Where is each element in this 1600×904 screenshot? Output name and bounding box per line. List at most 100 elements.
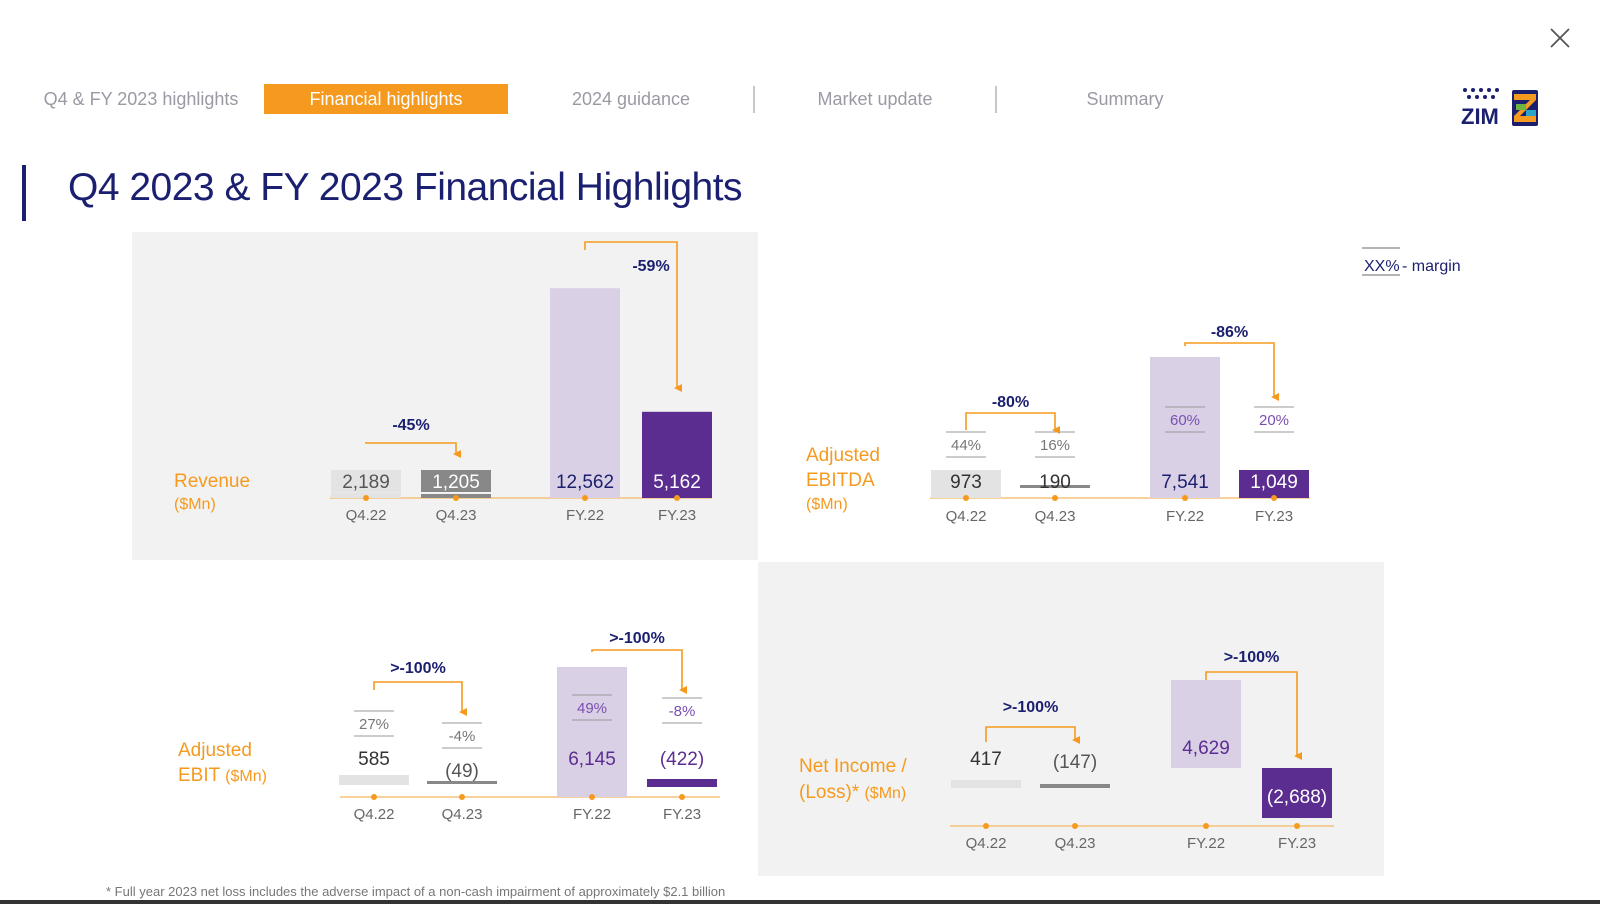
- ebitda-axis-dot: [1271, 495, 1277, 501]
- ebit-bar-FY.23: [647, 779, 717, 787]
- net-income-axis-dot: [1203, 823, 1209, 829]
- net-income-axis-dot: [1294, 823, 1300, 829]
- net-income-axis-dot: [983, 823, 989, 829]
- ebitda-bar-Q4.23: [1020, 485, 1090, 488]
- tab-q4-fy-2023-highlights[interactable]: Q4 & FY 2023 highlights: [43, 89, 239, 109]
- ebit-value-FY.23: (422): [660, 749, 704, 770]
- ebit-axis-dot: [679, 794, 685, 800]
- net-income-bar-Q4.22: [951, 780, 1021, 788]
- ebit-change-arrow: [373, 681, 467, 716]
- revenue-value-Q4.23: 1,205: [432, 472, 480, 493]
- ebitda-tick-Q4.23: Q4.23: [1035, 508, 1076, 525]
- ebitda-value-band: [931, 470, 1001, 492]
- net-income-panel: [758, 562, 1384, 876]
- ebit-change-label: >-100%: [609, 630, 665, 647]
- revenue-title: Revenue: [174, 471, 250, 492]
- revenue-tick-Q4.22: Q4.22: [346, 507, 387, 524]
- zim-logo: ZIM: [1461, 88, 1538, 129]
- revenue-tick-FY.23: FY.23: [658, 507, 696, 524]
- ebitda-margin-Q4.22: 44%: [951, 437, 981, 454]
- net-income-tick-Q4.23: Q4.23: [1055, 835, 1096, 852]
- ebitda-value-band: [1239, 470, 1309, 492]
- close-icon[interactable]: [1548, 26, 1572, 50]
- ebitda-tick-FY.22: FY.22: [1166, 508, 1204, 525]
- ebitda-margin-FY.22: 60%: [1170, 412, 1200, 429]
- ebit-value-Q4.23: (49): [445, 761, 479, 782]
- ebit-axis-dot: [589, 794, 595, 800]
- net-income-value-Q4.23: (147): [1053, 752, 1097, 773]
- revenue-panel: [132, 232, 758, 560]
- ebit-title-line2: EBIT ($Mn): [178, 765, 267, 786]
- ebit-margin-Q4.23: -4%: [449, 728, 476, 745]
- ebitda-value-Q4.22: 973: [950, 472, 982, 493]
- ebit-value-FY.22: 6,145: [568, 749, 616, 770]
- page-title: Q4 2023 & FY 2023 Financial Highlights: [68, 166, 743, 209]
- net-income-title-line2: (Loss)* ($Mn): [799, 782, 906, 803]
- ebit-margin-FY.22: 49%: [577, 700, 607, 717]
- ebitda-bar-FY.22: [1150, 356, 1220, 498]
- ebit-tick-FY.23: FY.23: [663, 806, 701, 823]
- title-accent-bar: [22, 165, 26, 221]
- bottom-bar: [0, 900, 1600, 904]
- net-income-change-label: >-100%: [1003, 699, 1059, 716]
- tab-divider: [995, 86, 997, 113]
- ebit-tick-Q4.22: Q4.22: [354, 806, 395, 823]
- ebit-bar-FY.22: [557, 667, 627, 797]
- revenue-tick-FY.22: FY.22: [566, 507, 604, 524]
- ebit-bar-Q4.22: [339, 775, 409, 785]
- ebit-axis-dot: [371, 794, 377, 800]
- ebitda-tick-FY.23: FY.23: [1255, 508, 1293, 525]
- net-income-tick-FY.23: FY.23: [1278, 835, 1316, 852]
- legend-xx: XX%: [1364, 258, 1400, 275]
- net-income-value-FY.23: (2,688): [1267, 787, 1327, 808]
- tab-market-update[interactable]: Market update: [817, 89, 933, 109]
- net-income-bar-Q4.23: [1040, 784, 1110, 788]
- revenue-change-arrow: [365, 442, 461, 458]
- footnote: * Full year 2023 net loss includes the a…: [106, 884, 726, 899]
- ebitda-margin-Q4.23: 16%: [1040, 437, 1070, 454]
- ebitda-axis-dot: [1052, 495, 1058, 501]
- revenue-bar-FY.22: [550, 288, 620, 498]
- tab-summary[interactable]: Summary: [1086, 89, 1164, 109]
- net-income-value-Q4.22: 417: [970, 749, 1002, 770]
- net-income-value-FY.22: 4,629: [1182, 738, 1230, 759]
- net-income-tick-Q4.22: Q4.22: [966, 835, 1007, 852]
- revenue-unit: ($Mn): [174, 496, 216, 513]
- revenue-change-label: -59%: [632, 258, 669, 275]
- ebit-margin-FY.23: -8%: [669, 703, 696, 720]
- tab-divider: [753, 86, 755, 113]
- ebitda-title-line1: Adjusted: [806, 445, 880, 466]
- revenue-change-label: -45%: [392, 417, 429, 434]
- ebit-title-line1: Adjusted: [178, 740, 252, 761]
- ebit-tick-FY.22: FY.22: [573, 806, 611, 823]
- revenue-axis-dot: [363, 495, 369, 501]
- revenue-bar-FY.23: [642, 411, 712, 498]
- ebitda-value-FY.23: 1,049: [1250, 472, 1298, 493]
- tab-financial-highlights[interactable]: Financial highlights: [264, 84, 508, 114]
- net-income-change-label: >-100%: [1224, 649, 1280, 666]
- revenue-value-band: [421, 470, 491, 492]
- net-income-bar-FY.23: [1262, 768, 1332, 818]
- tab-2024-guidance[interactable]: 2024 guidance: [571, 89, 691, 109]
- ebitda-change-label: -86%: [1211, 324, 1248, 341]
- ebitda-tick-Q4.22: Q4.22: [946, 508, 987, 525]
- ebit-axis-dot: [459, 794, 465, 800]
- ebit-margin-Q4.22: 27%: [359, 716, 389, 733]
- revenue-axis-dot: [582, 495, 588, 501]
- ebitda-change-arrow: [965, 412, 1060, 434]
- net-income-tick-FY.22: FY.22: [1187, 835, 1225, 852]
- ebitda-change-arrow: [1184, 342, 1279, 401]
- net-income-change-arrow: [1205, 671, 1302, 760]
- revenue-value-FY.23: 5,162: [653, 472, 701, 493]
- revenue-value-Q4.22: 2,189: [342, 472, 390, 493]
- ebitda-unit: ($Mn): [806, 496, 848, 513]
- legend-text: - margin: [1402, 258, 1461, 275]
- revenue-axis-dot: [453, 495, 459, 501]
- net-income-title-line1: Net Income /: [799, 756, 907, 777]
- ebitda-axis-dot: [963, 495, 969, 501]
- ebitda-margin-FY.23: 20%: [1259, 412, 1289, 429]
- ebit-value-Q4.22: 585: [358, 749, 390, 770]
- ebit-change-label: >-100%: [390, 660, 446, 677]
- net-income-axis-dot: [1072, 823, 1078, 829]
